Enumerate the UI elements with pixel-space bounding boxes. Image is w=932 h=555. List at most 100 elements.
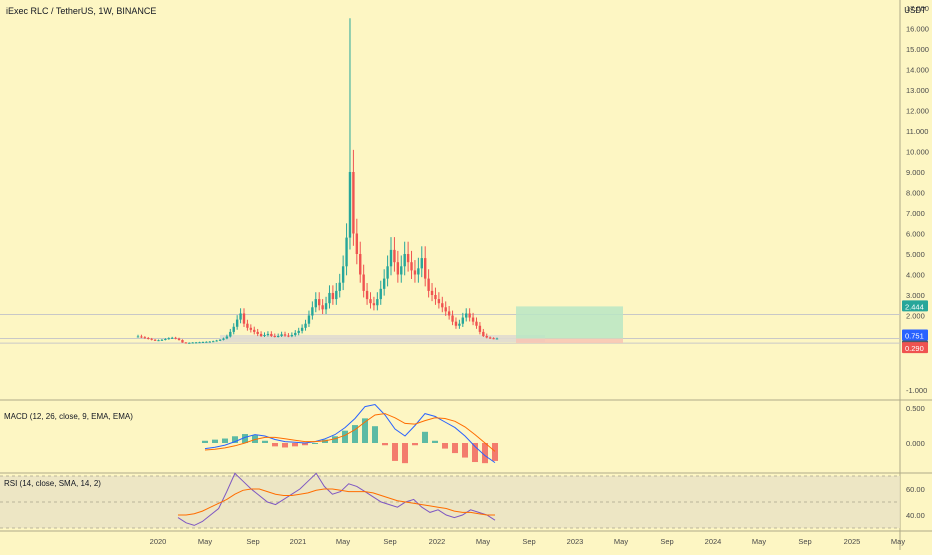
x-tick-label: May <box>752 537 766 546</box>
candle-body <box>239 313 242 320</box>
symbol-title: iExec RLC / TetherUS, 1W, BINANCE <box>6 6 157 16</box>
candle-body <box>434 295 437 300</box>
candle-body <box>174 337 177 339</box>
price-tick-label: 14.000 <box>906 66 929 75</box>
price-tick-label: 6.000 <box>906 230 925 239</box>
candle-body <box>335 290 338 300</box>
candle-body <box>294 332 297 335</box>
candle-body <box>413 270 417 275</box>
macd-histogram-bar <box>422 431 428 443</box>
candle-body <box>348 172 352 238</box>
candle-body <box>444 307 447 312</box>
candle-body <box>321 305 324 310</box>
candle-body <box>338 282 341 291</box>
candle-body <box>222 338 225 340</box>
candle-body <box>263 334 266 336</box>
candle-body <box>441 303 444 308</box>
macd-label: MACD (12, 26, close, 9, EMA, EMA) <box>4 412 133 421</box>
candle-body <box>365 290 369 300</box>
price-tick-label: 5.000 <box>906 250 925 259</box>
candle-body <box>276 336 280 337</box>
candle-body <box>447 311 451 316</box>
x-tick-label: 2024 <box>705 537 722 546</box>
stop-price-badge <box>902 342 928 354</box>
price-tick-label: 8.000 <box>906 189 925 198</box>
candle-body <box>164 339 167 340</box>
candle-body <box>369 299 372 304</box>
current-price-badge-text: 0.751 <box>905 331 924 340</box>
candle-body <box>485 336 488 338</box>
candle-body <box>150 338 153 340</box>
macd-histogram-bar <box>392 443 398 461</box>
macd-histogram-bar <box>282 443 288 448</box>
macd-tick-label: 0.500 <box>906 404 925 413</box>
x-tick-label: 2023 <box>567 537 584 546</box>
macd-histogram-bar <box>232 436 238 443</box>
price-tick-label: 13.000 <box>906 86 929 95</box>
candle-body <box>181 340 184 343</box>
support-zone <box>220 335 545 342</box>
macd-histogram-bar <box>302 443 308 446</box>
macd-histogram-bar <box>242 434 248 443</box>
candle-body <box>331 292 335 300</box>
target-zone <box>516 306 623 339</box>
rsi-tick-label: 60.00 <box>906 485 925 494</box>
macd-histogram-bar <box>352 425 358 443</box>
candle-body <box>341 266 345 283</box>
candle-body <box>215 340 218 342</box>
macd-histogram-bar <box>472 443 478 463</box>
macd-histogram-bar <box>452 443 458 454</box>
candle-body <box>170 337 174 339</box>
candle-body <box>201 342 205 343</box>
candle-body <box>194 342 198 344</box>
currency-label: USDT <box>904 6 926 15</box>
candle-body <box>465 313 468 318</box>
x-tick-label: Sep <box>246 537 259 546</box>
candle-body <box>396 262 400 275</box>
candle-body <box>307 315 311 324</box>
candle-body <box>143 337 147 339</box>
candle-body <box>345 237 348 267</box>
x-tick-label: Sep <box>660 537 673 546</box>
macd-tick-label: 0.000 <box>906 439 925 448</box>
price-tick-label: 11.000 <box>906 127 928 136</box>
candle-body <box>290 334 294 337</box>
candle-body <box>246 323 249 328</box>
candle-body <box>140 336 143 338</box>
x-tick-label: May <box>336 537 350 546</box>
target-price-badge <box>902 300 928 312</box>
macd-histogram-bar <box>412 443 418 446</box>
candle-body <box>212 341 215 343</box>
macd-histogram-bar <box>372 426 378 443</box>
rsi-line <box>177 472 496 526</box>
x-tick-label: Sep <box>383 537 396 546</box>
rsi-tick-label: 40.00 <box>906 511 925 520</box>
x-tick-label: May <box>476 537 490 546</box>
candle-body <box>437 299 441 304</box>
candle-body <box>458 323 461 326</box>
macd-histogram-bar <box>492 443 498 461</box>
candle-body <box>242 313 246 324</box>
price-tick-label: 4.000 <box>906 271 925 280</box>
candle-body <box>355 233 359 254</box>
macd-line <box>204 403 496 464</box>
candle-body <box>153 339 157 341</box>
candle-body <box>229 331 232 337</box>
candle-body <box>184 342 188 344</box>
x-tick-label: 2021 <box>290 537 307 546</box>
candle-body <box>468 313 471 318</box>
signal-line <box>204 413 496 452</box>
candle-body <box>273 336 276 337</box>
x-tick-label: Sep <box>522 537 535 546</box>
candle-body <box>424 258 427 279</box>
candle-body <box>471 317 475 322</box>
macd-histogram-bar <box>382 443 388 446</box>
candle-body <box>406 254 410 263</box>
candle-body <box>314 299 317 308</box>
candle-body <box>300 327 304 331</box>
x-tick-label: 2022 <box>429 537 446 546</box>
candle-body <box>287 335 290 337</box>
candle-body <box>495 338 499 340</box>
price-tick-label: 16.000 <box>906 25 929 34</box>
